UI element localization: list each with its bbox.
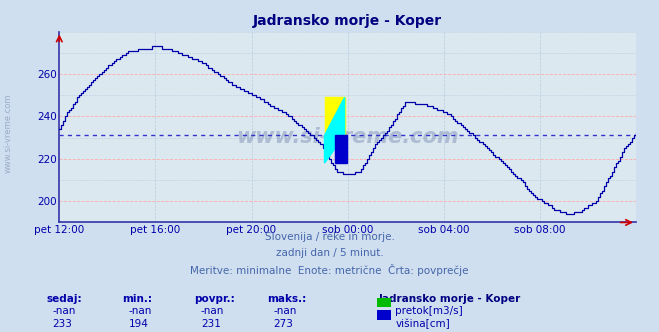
Text: Jadransko morje - Koper: Jadransko morje - Koper <box>379 294 521 304</box>
Text: www.si-vreme.com: www.si-vreme.com <box>3 93 13 173</box>
Title: Jadransko morje - Koper: Jadransko morje - Koper <box>253 14 442 28</box>
Text: -nan: -nan <box>129 306 152 316</box>
Text: -nan: -nan <box>201 306 224 316</box>
Text: -nan: -nan <box>53 306 76 316</box>
Text: povpr.:: povpr.: <box>194 294 235 304</box>
Text: min.:: min.: <box>122 294 152 304</box>
Text: -nan: -nan <box>273 306 297 316</box>
Text: 233: 233 <box>53 319 72 329</box>
Text: 231: 231 <box>201 319 221 329</box>
Text: www.si-vreme.com: www.si-vreme.com <box>237 126 459 146</box>
Text: višina[cm]: višina[cm] <box>395 319 450 329</box>
Text: pretok[m3/s]: pretok[m3/s] <box>395 306 463 316</box>
Polygon shape <box>335 135 347 163</box>
Polygon shape <box>324 97 345 135</box>
Text: 273: 273 <box>273 319 293 329</box>
Text: maks.:: maks.: <box>267 294 306 304</box>
Text: zadnji dan / 5 minut.: zadnji dan / 5 minut. <box>275 248 384 258</box>
Text: sedaj:: sedaj: <box>46 294 82 304</box>
Text: 194: 194 <box>129 319 148 329</box>
Polygon shape <box>324 97 345 163</box>
Text: Meritve: minimalne  Enote: metrične  Črta: povprečje: Meritve: minimalne Enote: metrične Črta:… <box>190 264 469 276</box>
Text: Slovenija / reke in morje.: Slovenija / reke in morje. <box>264 232 395 242</box>
